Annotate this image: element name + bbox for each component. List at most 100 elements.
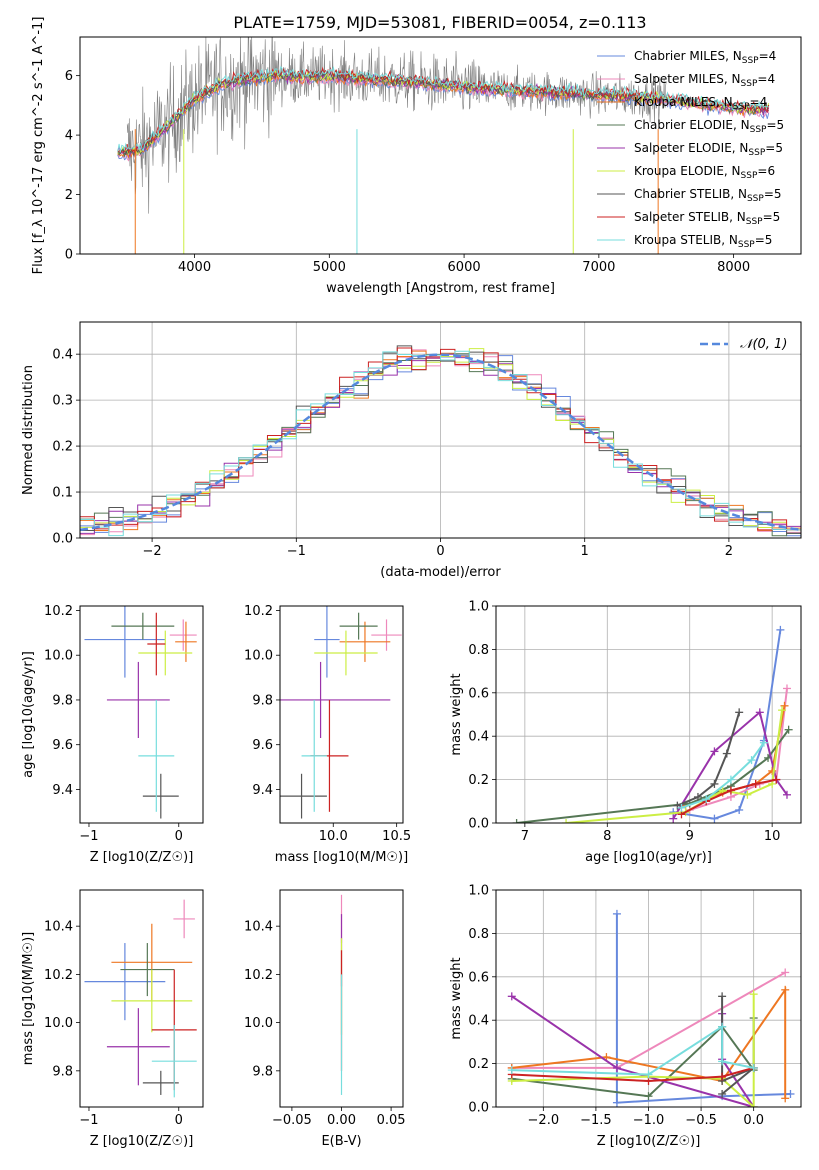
- weight-lines: [512, 625, 793, 823]
- panel-residuals: −2 −1 0 1 2 0.0 0.1 0.2 0.3 0.4 (data-model)/error…: [21, 321, 802, 580]
- panel-spectrum: 4000 5000 6000 7000 8000 0 2 4 6 wavelength [Angs…: [31, 17, 802, 296]
- ytick-label: 1.0: [468, 600, 489, 615]
- ytick-label: 9.8: [52, 693, 73, 708]
- ytick-label: 0.8: [468, 643, 489, 658]
- x-axis-label: wavelength [Angstrom, rest frame]: [326, 281, 555, 296]
- ytick-label: 9.4: [252, 783, 273, 798]
- panel-weight-vs-Z: −2.0 −1.5 −1.0 −0.5 0.0 0.0 0.2 0.4 0.6 0.8 1.0 Z […: [449, 884, 802, 1149]
- legend-value: =4: [750, 95, 768, 109]
- errorbars: [84, 899, 197, 1098]
- legend-label: 𝒩(0, 1): [740, 337, 787, 352]
- legend-label: Salpeter MILES, NSSP=4: [634, 72, 775, 89]
- y-axis-label: Flux [f_λ 10^-17 erg cm^-2 s^-1 A^-1]: [31, 17, 46, 275]
- y-axis-label: Normed distribution: [21, 365, 36, 495]
- ytick-label: 9.8: [252, 693, 273, 708]
- legend-value: =5: [764, 187, 782, 201]
- legend-value: =5: [765, 141, 783, 155]
- panel-age-vs-Z: −1 0 9.4 9.6 9.8 10.0 10.2 Z [log10(Z/Z☉)] age […: [21, 604, 204, 865]
- xtick-label: 6000: [448, 260, 481, 275]
- ytick-label: 10.2: [44, 604, 73, 619]
- xtick-label: −0.05: [272, 1113, 312, 1128]
- xtick-label: −1: [79, 829, 98, 844]
- ytick-label: 10.2: [44, 968, 73, 983]
- axes-frame: [279, 605, 404, 824]
- ytick-label: 9.6: [52, 738, 73, 753]
- histogram-salpeter-stelib: [80, 347, 801, 532]
- ytick-label: 10.0: [44, 1016, 73, 1031]
- legend-subscript: SSP: [742, 56, 759, 66]
- ytick-label: 10.2: [244, 604, 273, 619]
- ytick-label: 0.8: [468, 927, 489, 942]
- axes-frame: [79, 889, 204, 1108]
- axes-frame: [79, 321, 802, 539]
- legend-value: =6: [757, 164, 775, 178]
- legend-subscript: SSP: [747, 194, 764, 204]
- ytick-label: 0.0: [468, 1101, 489, 1116]
- y-axis-label: mass weight: [449, 673, 464, 755]
- ytick-label: 0.2: [468, 773, 489, 788]
- xtick-label: −0.5: [685, 1113, 717, 1128]
- xtick-label: 0.0: [743, 1113, 764, 1128]
- xtick-label: 0.00: [327, 1113, 356, 1128]
- xtick-label: 2: [725, 544, 733, 559]
- ytick-label: 0.4: [468, 730, 489, 745]
- ytick-label: 0.3: [52, 394, 73, 409]
- x-axis-label: E(B-V): [321, 1134, 361, 1149]
- axes-frame: [79, 605, 204, 824]
- xtick-label: 4000: [178, 260, 211, 275]
- ytick-label: 6: [65, 69, 73, 84]
- xtick-label: −1.0: [633, 1113, 665, 1128]
- axes-frame: [495, 605, 802, 824]
- ytick-label: 9.8: [52, 1064, 73, 1079]
- x-axis-label: Z [log10(Z/Z☉)]: [90, 850, 194, 865]
- ytick-label: 10.4: [244, 920, 273, 935]
- ytick-label: 4: [65, 129, 73, 144]
- spectrum-lines: [117, 37, 770, 254]
- legend-subscript: SSP: [750, 125, 767, 135]
- xtick-label: 1: [581, 544, 589, 559]
- panel-mass-vs-Z: −1 0 9.8 10.0 10.2 10.4 Z [log10(Z/Z☉)] mass [l…: [21, 889, 204, 1149]
- xtick-label: −1: [287, 544, 306, 559]
- ytick-label: 10.0: [44, 649, 73, 664]
- y-axis-label: age [log10(age/yr)]: [21, 651, 36, 778]
- figure-title: PLATE=1759, MJD=53081, FIBERID=0054, z=0…: [233, 13, 646, 32]
- panel-weight-vs-age: 7 8 9 10 0.0 0.2 0.4 0.6 0.8 1.0 age [log10(age/yr…: [449, 600, 802, 865]
- xtick-label: 7: [521, 829, 529, 844]
- x-axis-label: age [log10(age/yr)]: [585, 850, 712, 865]
- legend-value: =5: [763, 210, 781, 224]
- weight-line-chabrier-miles: [615, 913, 791, 1104]
- axes-frame: [79, 36, 802, 255]
- errorbars: [280, 606, 402, 819]
- legend-subscript: SSP: [733, 102, 750, 112]
- xtick-label: 0: [436, 544, 444, 559]
- legend-subscript: SSP: [746, 217, 763, 227]
- xtick-label: 0: [175, 829, 183, 844]
- panel-age-vs-mass: 10.0 10.5 9.4 9.6 9.8 10.0 10.2 mass [log10(M/M…: [244, 604, 411, 865]
- x-axis-label: mass [log10(M/M☉)]: [275, 850, 408, 865]
- y-axis-label: mass [log10(M/M☉)]: [21, 932, 36, 1065]
- ytick-label: 9.6: [252, 738, 273, 753]
- y-axis-label: mass weight: [449, 957, 464, 1039]
- legend-label: Kroupa ELODIE, NSSP=6: [634, 164, 775, 181]
- normal-curve: [80, 353, 801, 532]
- errorbars: [84, 606, 197, 819]
- xtick-label: 7000: [582, 260, 615, 275]
- ytick-label: 0.6: [468, 686, 489, 701]
- xtick-label: 10.0: [319, 829, 348, 844]
- legend-value: =4: [757, 72, 775, 86]
- xtick-label: −1.5: [580, 1113, 612, 1128]
- histogram-kroupa-stelib: [80, 350, 801, 537]
- xtick-label: 10.5: [382, 829, 411, 844]
- weight-line-salpeter-elodie: [511, 995, 755, 1107]
- histograms: [80, 345, 801, 537]
- legend-value: =5: [755, 233, 773, 247]
- panel-mass-vs-EBV: −0.05 0.00 0.05 9.8 10.0 10.2 10.4 E(B-V): [244, 889, 406, 1149]
- legend-label: Chabrier STELIB, NSSP=5: [634, 187, 782, 204]
- xtick-label: 0: [175, 1113, 183, 1128]
- x-axis-label: Z [log10(Z/Z☉)]: [597, 1134, 701, 1149]
- ytick-label: 0.4: [468, 1014, 489, 1029]
- ytick-label: 9.4: [52, 783, 73, 798]
- legend-label: Kroupa STELIB, NSSP=5: [634, 233, 772, 250]
- residuals-legend: 𝒩(0, 1): [700, 337, 787, 352]
